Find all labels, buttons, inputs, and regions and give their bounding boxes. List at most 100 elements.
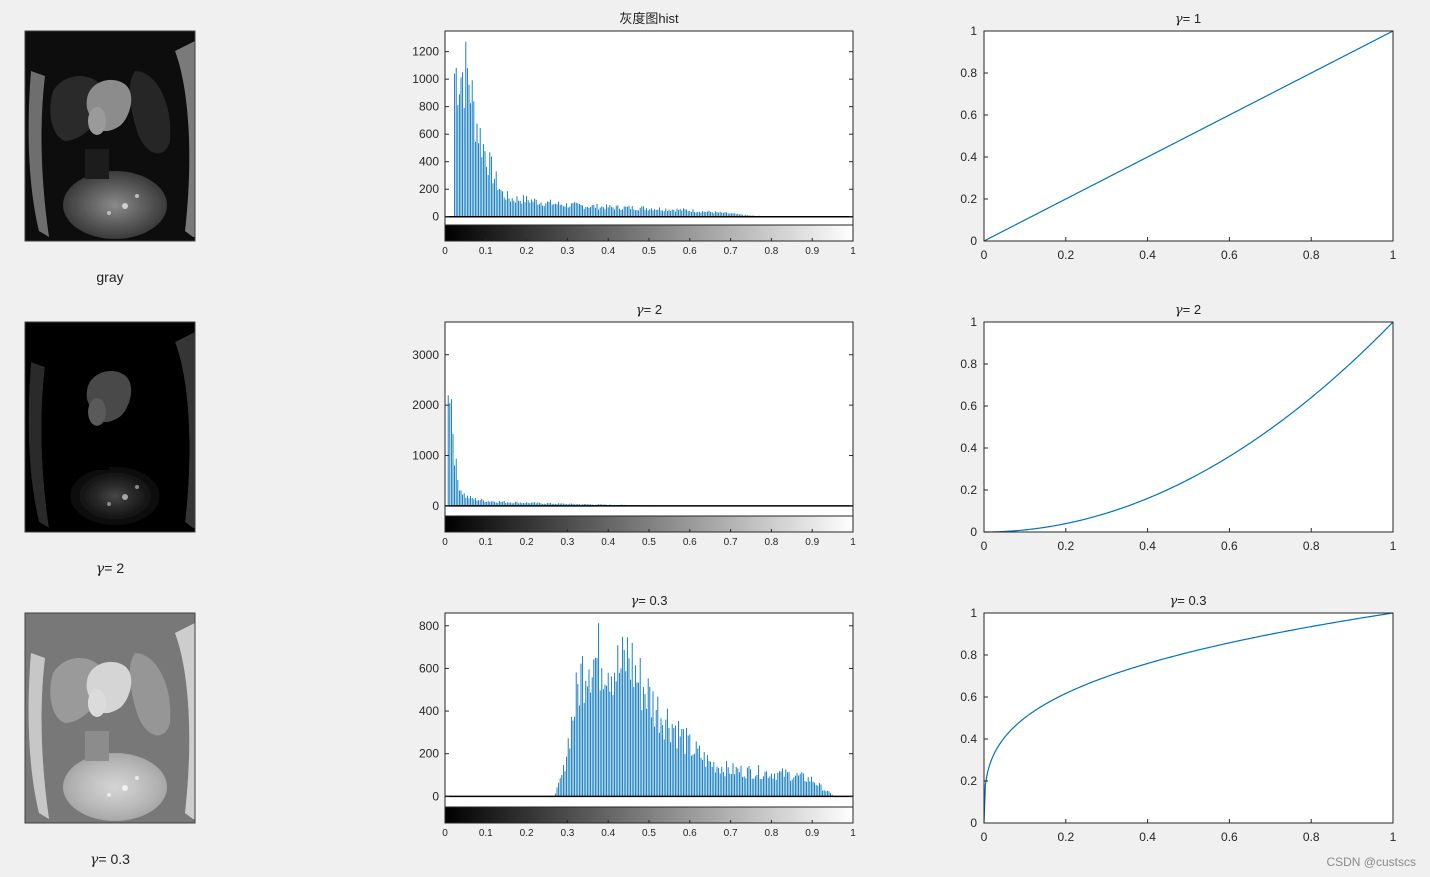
image-caption-gamma-2: γ= 2 xyxy=(96,560,124,577)
y-tick-label: 1 xyxy=(970,606,977,620)
x-tick-label: 0.8 xyxy=(1303,830,1320,844)
gamma-curve-panel-2: 0 0.2 0.4 0.6 0.8 1 0 0.2 0.4 0.6 0.8 1 γ= 2 xyxy=(960,302,1396,553)
x-tick-label: 0.4 xyxy=(601,246,615,257)
x-tick-label: 1 xyxy=(1390,248,1397,262)
y-tick-label: 1200 xyxy=(412,45,439,59)
x-tick-label: 0.8 xyxy=(764,537,778,548)
y-tick-label: 0 xyxy=(970,525,977,539)
x-tick-label: 0.2 xyxy=(520,537,534,548)
x-tick-label: 0.7 xyxy=(724,246,738,257)
y-tick-label: 2000 xyxy=(412,398,439,412)
y-tick-label: 0.6 xyxy=(960,399,977,413)
y-tick-label: 0.4 xyxy=(960,441,977,455)
gamma-curve-panel-0.3: 0 0.2 0.4 0.6 0.8 1 0 0.2 0.4 0.6 0.8 1 γ= 0.3 xyxy=(960,593,1396,844)
x-tick-label: 0.5 xyxy=(642,828,656,839)
y-tick-label: 0.4 xyxy=(960,732,977,746)
x-tick-label: 0.2 xyxy=(1057,248,1074,262)
gamma-curve-2-line xyxy=(984,321,1394,533)
x-tick-label: 0.6 xyxy=(1221,830,1238,844)
y-tick-label: 1000 xyxy=(412,72,439,86)
x-tick-label: 0.5 xyxy=(642,537,656,548)
y-tick-label: 400 xyxy=(419,155,439,169)
histogram-gamma03-bars xyxy=(445,623,853,798)
gamma-curve-1-yticks: 0 0.2 0.4 0.6 0.8 1 xyxy=(960,24,988,248)
gamma-curve-2-yticks: 0 0.2 0.4 0.6 0.8 1 xyxy=(960,315,988,539)
y-tick-label: 600 xyxy=(419,127,439,141)
histogram-gamma2-xticks: 0 0.1 0.2 0.3 0.4 0.5 0.6 0.7 0.8 0.9 1 xyxy=(442,529,856,548)
x-tick-label: 0.7 xyxy=(724,828,738,839)
image-caption-gray: gray xyxy=(96,269,123,285)
gamma-curve-2-xticks: 0 0.2 0.4 0.6 0.8 1 xyxy=(981,528,1397,553)
y-tick-label: 1 xyxy=(970,315,977,329)
histogram-gamma03-title: γ= 0.3 xyxy=(630,593,667,609)
gamma-curve-03-axes-box xyxy=(983,612,1394,824)
x-tick-label: 1 xyxy=(850,246,856,257)
y-tick-label: 0.2 xyxy=(960,483,977,497)
x-tick-label: 0.9 xyxy=(805,246,819,257)
x-tick-label: 1 xyxy=(1390,830,1397,844)
x-tick-label: 0.9 xyxy=(805,828,819,839)
histogram-gray-bars xyxy=(445,41,853,218)
watermark: CSDN @custscs xyxy=(1326,855,1416,869)
y-tick-label: 1000 xyxy=(412,449,439,463)
histogram-gamma03-xticks: 0 0.1 0.2 0.3 0.4 0.5 0.6 0.7 0.8 0.9 1 xyxy=(442,820,856,839)
x-tick-label: 1 xyxy=(850,828,856,839)
gamma-curve-03-title: γ= 0.3 xyxy=(1169,593,1206,609)
y-tick-label: 1 xyxy=(970,24,977,38)
x-tick-label: 0.6 xyxy=(1221,248,1238,262)
x-tick-label: 0 xyxy=(981,539,988,553)
x-tick-label: 0.1 xyxy=(479,537,493,548)
histogram-panel-gray: 0 200 400 600 800 1000 1200 0 0.1 0.2 0.3 0.4 0.5 0.… xyxy=(412,11,856,257)
y-tick-label: 0 xyxy=(432,210,439,224)
histogram-gamma2-title: γ= 2 xyxy=(636,302,662,318)
gamma-curve-panel-1: 0 0.2 0.4 0.6 0.8 1 0 0.2 0.4 0.6 0.8 1 γ= 1 xyxy=(960,11,1396,262)
y-tick-label: 0.8 xyxy=(960,66,977,80)
x-tick-label: 0.3 xyxy=(560,246,574,257)
x-tick-label: 0 xyxy=(442,246,448,257)
x-tick-label: 0.6 xyxy=(683,537,697,548)
y-tick-label: 0.6 xyxy=(960,690,977,704)
y-tick-label: 0.2 xyxy=(960,774,977,788)
gamma-curve-1-xticks: 0 0.2 0.4 0.6 0.8 1 xyxy=(981,237,1397,262)
histogram-gray-axes-bg xyxy=(445,31,853,225)
histogram-gray-xticks: 0 0.1 0.2 0.3 0.4 0.5 0.6 0.7 0.8 0.9 1 xyxy=(442,238,856,257)
x-tick-label: 0.8 xyxy=(764,828,778,839)
gamma-curve-03-axes-bg xyxy=(984,613,1393,823)
y-tick-label: 0 xyxy=(970,816,977,830)
y-tick-label: 0.4 xyxy=(960,150,977,164)
x-tick-label: 0.4 xyxy=(1139,539,1156,553)
gamma-curve-03-xticks: 0 0.2 0.4 0.6 0.8 1 xyxy=(981,819,1397,844)
gamma-curve-2-axes-box xyxy=(983,321,1394,533)
x-tick-label: 0.2 xyxy=(520,246,534,257)
x-tick-label: 0.6 xyxy=(683,828,697,839)
histogram-gamma2-yticks: 0 1000 2000 3000 xyxy=(412,348,853,513)
image-caption-gamma-0.3: γ= 0.3 xyxy=(90,851,130,868)
x-tick-label: 0.2 xyxy=(520,828,534,839)
x-tick-label: 0.3 xyxy=(560,828,574,839)
x-tick-label: 1 xyxy=(1390,539,1397,553)
y-tick-label: 200 xyxy=(419,182,439,196)
mri-image-gamma-0.3 xyxy=(24,612,196,824)
x-tick-label: 0.7 xyxy=(724,537,738,548)
x-tick-label: 0.6 xyxy=(683,246,697,257)
x-tick-label: 0.6 xyxy=(1221,539,1238,553)
x-tick-label: 0 xyxy=(981,248,988,262)
y-tick-label: 800 xyxy=(419,619,439,633)
histogram-gamma2-bars xyxy=(445,395,853,507)
y-tick-label: 0.2 xyxy=(960,192,977,206)
y-tick-label: 600 xyxy=(419,661,439,675)
gamma-curve-1-line xyxy=(983,30,1394,242)
x-tick-label: 0.2 xyxy=(1057,830,1074,844)
y-tick-label: 0.8 xyxy=(960,357,977,371)
x-tick-label: 0.9 xyxy=(805,537,819,548)
x-tick-label: 0.3 xyxy=(560,537,574,548)
y-tick-label: 800 xyxy=(419,100,439,114)
histogram-gray-yticks: 0 200 400 600 800 1000 1200 xyxy=(412,45,853,224)
x-tick-label: 0 xyxy=(981,830,988,844)
x-tick-label: 0.1 xyxy=(479,828,493,839)
gamma-curve-03-line xyxy=(983,612,1394,824)
gamma-curve-1-axes-box xyxy=(983,30,1394,242)
histogram-gamma03-axes-bg xyxy=(445,613,853,807)
